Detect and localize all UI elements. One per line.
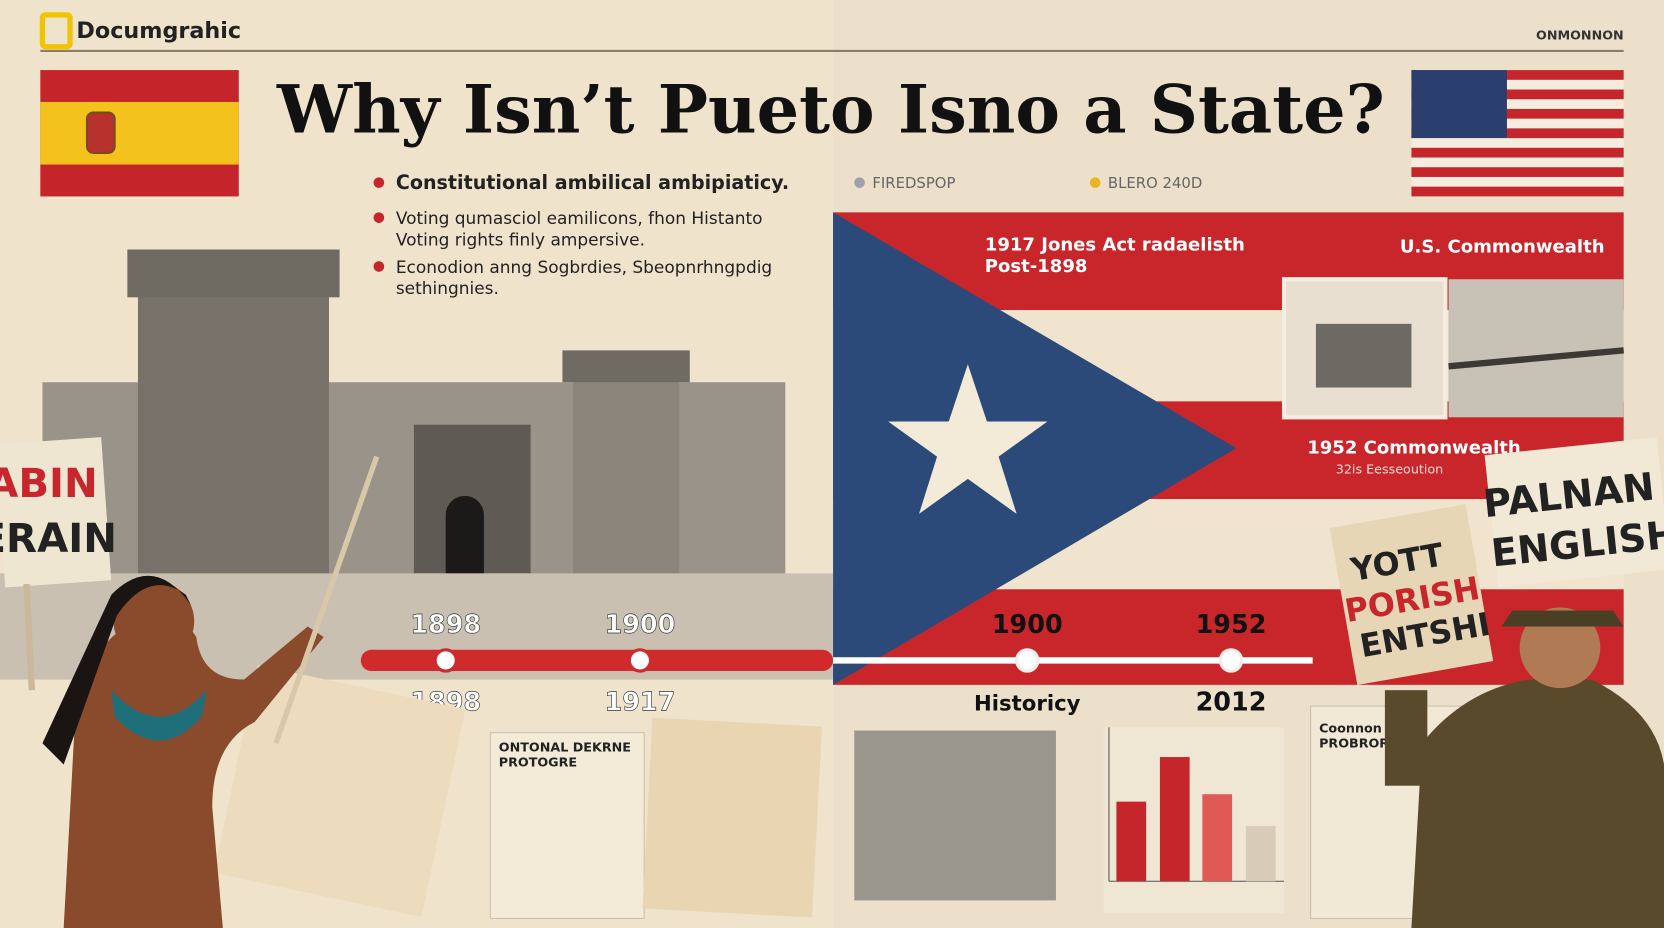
timeline-label: 2012 bbox=[1196, 687, 1267, 717]
flag-stripe bbox=[1411, 89, 1624, 100]
bullet-list: Constitutional ambilical ambipiaticy. Vot… bbox=[373, 171, 789, 299]
bullet-text: Constitutional ambilical ambipiaticy. bbox=[396, 171, 789, 194]
bridge bbox=[1448, 347, 1624, 370]
timeline-label: Historicy bbox=[974, 691, 1081, 716]
bullet-text: Voting qumasciol eamilicons, fhon Histan… bbox=[396, 209, 763, 229]
clipping-title: PROTOGRE bbox=[499, 756, 577, 771]
timeline-year: 1900 bbox=[604, 610, 675, 640]
commonwealth-sub: 32is Eesseoution bbox=[1336, 463, 1444, 478]
flag-stripe bbox=[1411, 128, 1624, 139]
flag-stripe bbox=[1411, 167, 1624, 177]
bullet-text: Voting rights finly ampersive. bbox=[396, 230, 645, 250]
bullet-dot bbox=[373, 261, 385, 272]
timeline-node bbox=[1015, 648, 1040, 673]
sign-right bbox=[1484, 437, 1664, 588]
jones-act-line: 1917 Jones Act radaelisth bbox=[985, 235, 1245, 256]
title: Why Isn’t Pueto Isno a State? bbox=[276, 70, 1385, 149]
flag-stripe bbox=[1411, 186, 1624, 197]
bullet-dot bbox=[373, 177, 385, 188]
sign-text: ERAIN bbox=[0, 515, 117, 562]
clipping-title: ONTONAL DEKRNE bbox=[499, 741, 631, 756]
clipping-title: Coonnon bbox=[1319, 722, 1382, 737]
timeline-year: 1898 bbox=[410, 610, 481, 640]
jones-act-line: Post-1898 bbox=[985, 256, 1088, 277]
flag-stripe bbox=[1411, 70, 1624, 80]
brand: Documgrahic bbox=[76, 18, 241, 44]
legend-label: FIREDSPOP bbox=[872, 174, 955, 192]
legend-dot bbox=[1089, 177, 1101, 188]
timeline-year: 1900 bbox=[992, 610, 1063, 640]
clipping-title: PROBRORE bbox=[1319, 736, 1398, 751]
native-figure bbox=[42, 455, 380, 928]
bullet-dot bbox=[373, 212, 385, 223]
timeline-node bbox=[433, 648, 458, 673]
flag-canton bbox=[1411, 70, 1507, 139]
legend: FIREDSPOP BLERO 240D bbox=[854, 174, 1202, 192]
us-flag bbox=[1411, 70, 1624, 197]
timeline-label: 1917 bbox=[604, 687, 675, 717]
timeline-node bbox=[1218, 648, 1244, 673]
timeline-red bbox=[360, 649, 834, 672]
commonwealth-us: U.S. Commonwealth bbox=[1400, 237, 1605, 258]
soldier-figure bbox=[1384, 607, 1664, 928]
castle bbox=[0, 249, 834, 680]
building bbox=[1315, 323, 1412, 388]
corner-label: ONMONNON bbox=[1536, 28, 1624, 43]
bullet-text: Econodion anng Sogbrdies, Sbeopnrhngpdig bbox=[396, 258, 772, 278]
timeline-node bbox=[627, 648, 653, 673]
commonwealth-1952: 1952 Commonwealth bbox=[1307, 437, 1521, 458]
bullet-text: sethingnies. bbox=[396, 279, 499, 299]
brand-logo bbox=[39, 12, 73, 50]
flag-stripe bbox=[1411, 108, 1624, 119]
timeline-white bbox=[833, 657, 1313, 664]
flag-stripe bbox=[1411, 147, 1624, 158]
timeline-year: 1952 bbox=[1196, 610, 1267, 640]
sign-left bbox=[0, 437, 112, 691]
legend-dot bbox=[854, 177, 865, 188]
photo-bridge bbox=[1448, 279, 1624, 418]
spain-flag bbox=[40, 70, 239, 197]
legend-label: BLERO 240D bbox=[1108, 174, 1202, 192]
sign-text: ABIN bbox=[0, 460, 98, 507]
sign-middle bbox=[1329, 504, 1494, 686]
